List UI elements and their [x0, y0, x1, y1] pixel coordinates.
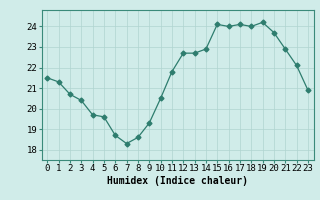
X-axis label: Humidex (Indice chaleur): Humidex (Indice chaleur)	[107, 176, 248, 186]
